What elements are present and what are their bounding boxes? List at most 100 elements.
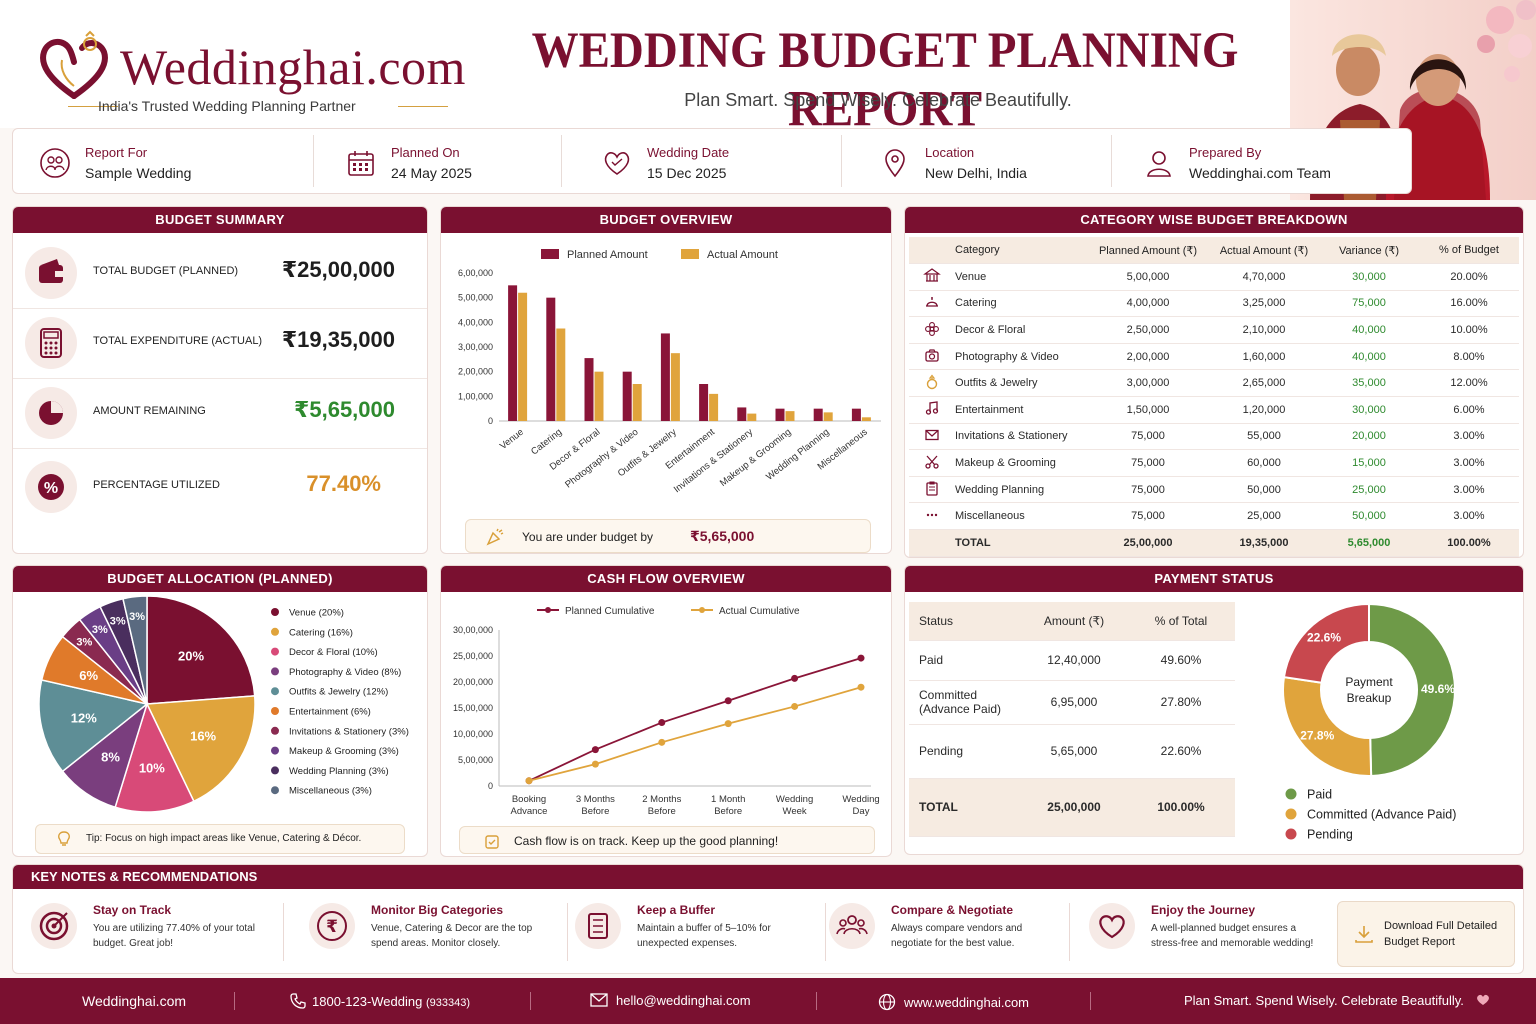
column-header: Actual Amount (₹) xyxy=(1209,237,1319,265)
category-table-wrap: Category Planned Amount (₹) Actual Amoun… xyxy=(909,237,1519,557)
planned-cell: 4,00,000 xyxy=(1087,290,1209,318)
column-header: Amount (₹) xyxy=(1021,602,1127,641)
allocation-pie-chart: 20%16%10%8%12%6%3%3%3% 3% Venue (20%)Cater… xyxy=(38,595,409,813)
tagline-rule-left xyxy=(68,106,118,107)
legend-label: Actual Cumulative xyxy=(719,606,800,617)
table-row: Venue 5,00,000 4,70,000 30,000 20.00% xyxy=(909,263,1519,291)
footer-phone[interactable]: 1800-123-Wedding (933343) xyxy=(290,993,470,1009)
x-tick-label: Venue xyxy=(498,427,526,452)
percent-cell: 3.00% xyxy=(1419,449,1519,477)
variance-cell: 40,000 xyxy=(1319,343,1419,371)
heart-icon xyxy=(1476,994,1489,1005)
heart-icon xyxy=(604,152,630,175)
actual-cell: 19,35,000 xyxy=(1209,529,1319,557)
data-point xyxy=(591,746,599,754)
pie-slice xyxy=(146,595,256,705)
footer-email[interactable]: hello@weddinghai.com xyxy=(590,993,751,1008)
actual-cell: 2,10,000 xyxy=(1209,316,1319,344)
percent-cell: 100.00% xyxy=(1419,529,1519,557)
divider xyxy=(567,903,568,961)
bar-planned xyxy=(546,297,556,421)
variance-cell: 40,000 xyxy=(1319,316,1419,344)
divider xyxy=(841,135,842,187)
series-line xyxy=(528,657,862,782)
report-title: WEDDING BUDGET PLANNING REPORT xyxy=(531,22,1239,138)
divider xyxy=(234,992,235,1010)
x-tick-label: 1 Month Before xyxy=(711,794,745,817)
row-icon-cell xyxy=(909,476,955,504)
tip-box: Tip: Focus on high impact areas like Ven… xyxy=(35,824,405,854)
info-value: New Delhi, India xyxy=(925,165,1027,181)
camera-icon xyxy=(925,349,939,362)
people-icon xyxy=(40,148,70,178)
divider xyxy=(816,992,817,1010)
row-icon-cell xyxy=(909,290,955,318)
payment-status-cell: Pending xyxy=(909,724,1021,779)
pie-slice-label: 12% xyxy=(71,710,97,725)
planned-cell: 25,00,000 xyxy=(1087,529,1209,557)
planned-cell: 2,50,000 xyxy=(1087,316,1209,344)
bar-planned xyxy=(584,358,594,421)
legend-swatch xyxy=(271,687,279,696)
download-report-button[interactable]: Download Full Detailed Budget Report xyxy=(1337,901,1515,967)
pie-slice-label: 6% xyxy=(79,668,98,683)
donut-slice xyxy=(1368,602,1456,777)
budget-bar-chart: Planned Amount Actual Amount 6,00,000 5,00,… xyxy=(458,249,881,495)
envelope-icon xyxy=(925,429,939,441)
variance-cell: 35,000 xyxy=(1319,369,1419,398)
info-value: 24 May 2025 xyxy=(391,165,472,181)
actual-cell: 55,000 xyxy=(1209,423,1319,451)
summary-value: ₹25,00,000 xyxy=(281,257,395,282)
category-cell: Wedding Planning xyxy=(955,476,1087,504)
download-icon xyxy=(1355,926,1373,943)
column-header: Variance (₹) xyxy=(1319,237,1419,265)
calendar-icon xyxy=(348,151,374,176)
summary-value: ₹5,65,000 xyxy=(294,397,395,422)
info-prepared-by: Prepared By Weddinghai.com Team xyxy=(1143,129,1383,193)
legend-label: Planned Cumulative xyxy=(565,606,655,617)
footer-site[interactable]: Weddinghai.com xyxy=(82,993,187,1009)
tagline-rule-right xyxy=(398,106,448,107)
heart-outline-icon xyxy=(1089,903,1135,949)
legend-swatch xyxy=(681,249,699,259)
heart-ring-logo-icon xyxy=(40,30,108,99)
pie-slice-label: 3% xyxy=(129,611,145,623)
bar-planned xyxy=(775,408,785,421)
donut-slice-label: 22.6% xyxy=(1307,631,1341,645)
table-row: Wedding Planning 75,000 50,000 25,000 3.00% xyxy=(909,476,1519,504)
brand-logo[interactable]: Weddinghai.com India's Trusted Wedding P… xyxy=(38,30,465,120)
data-point xyxy=(724,697,732,705)
data-point xyxy=(791,674,799,682)
note-stay-on-track: Stay on Track You are utilizing 77.40% o… xyxy=(31,889,281,973)
row-icon-cell xyxy=(909,423,955,451)
legend-label: Paid xyxy=(1307,788,1332,802)
percent-cell: 8.00% xyxy=(1419,343,1519,371)
temple-icon xyxy=(923,268,941,282)
download-label: Download Full Detailed Budget Report xyxy=(1384,920,1498,948)
column-header: Planned Amount (₹) xyxy=(1087,237,1209,265)
celebrate-icon xyxy=(486,528,504,546)
bar-actual xyxy=(594,371,604,421)
clipboard-icon xyxy=(926,481,938,496)
x-tick-label: Wedding Day xyxy=(842,794,879,817)
data-point xyxy=(857,654,865,662)
y-tick-label: 2,00,000 xyxy=(458,367,493,377)
bar-actual xyxy=(556,328,566,421)
payment-status-cell: Paid xyxy=(909,640,1021,681)
table-row: Pending 5,65,000 22.60% xyxy=(909,724,1235,779)
cash-flow-note: Cash flow is on track. Keep up the good … xyxy=(514,834,779,848)
panel-heading: CATEGORY WISE BUDGET BREAKDOWN xyxy=(905,207,1523,233)
music-note-icon xyxy=(925,401,939,416)
summary-total-expenditure: TOTAL EXPENDITURE (ACTUAL) ₹19,35,000 xyxy=(13,305,427,379)
footer-website[interactable]: www.weddinghai.com xyxy=(878,993,1029,1011)
legend-label: Pending xyxy=(1307,828,1353,842)
payment-amount-cell: 5,65,000 xyxy=(1021,724,1127,779)
note-text: Always compare vendors and negotiate for… xyxy=(891,923,1023,949)
budget-overview-panel: BUDGET OVERVIEW Planned Amount Actual Amo… xyxy=(440,206,892,554)
pie-slice-label: 3% xyxy=(76,636,92,648)
actual-cell: 1,20,000 xyxy=(1209,396,1319,424)
x-tick-label: 3 Months Before xyxy=(576,794,615,817)
x-tick-label: Booking Advance xyxy=(511,794,548,817)
category-breakdown-panel: CATEGORY WISE BUDGET BREAKDOWN Category … xyxy=(904,206,1524,558)
pie-slice xyxy=(38,679,149,773)
